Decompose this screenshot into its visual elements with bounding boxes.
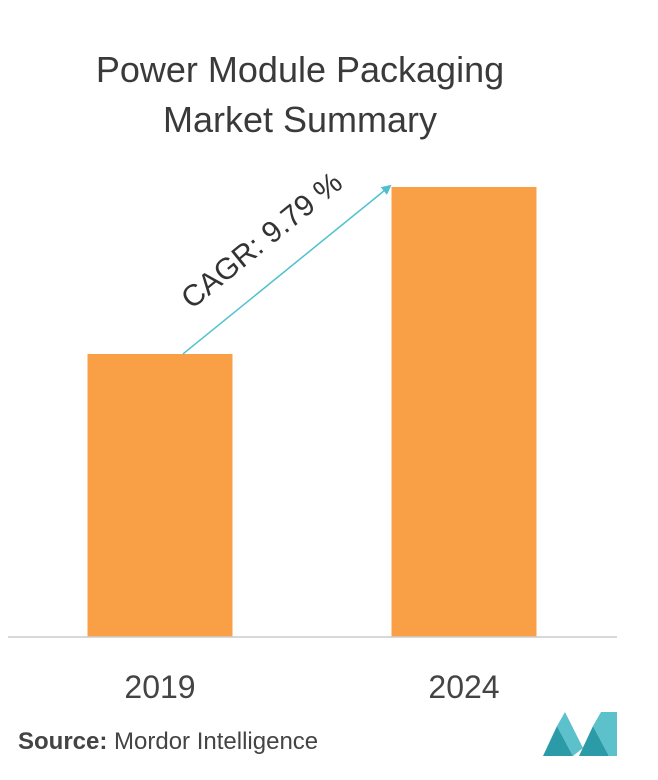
- source-note: Source: Mordor Intelligence: [18, 728, 318, 756]
- x-tick-label-2019: 2019: [124, 669, 195, 705]
- cagr-arrow: [182, 184, 392, 355]
- bar-2019: [87, 353, 233, 637]
- bar-2024: [391, 186, 537, 637]
- source-label: Source:: [18, 728, 108, 755]
- source-text: Mordor Intelligence: [114, 728, 319, 755]
- chart-title-line-1: Power Module Packaging: [95, 49, 505, 90]
- x-tick-label-2024: 2024: [428, 669, 499, 705]
- chart-title-line-2: Market Summary: [162, 99, 438, 140]
- mordor-logo-icon: [543, 712, 617, 756]
